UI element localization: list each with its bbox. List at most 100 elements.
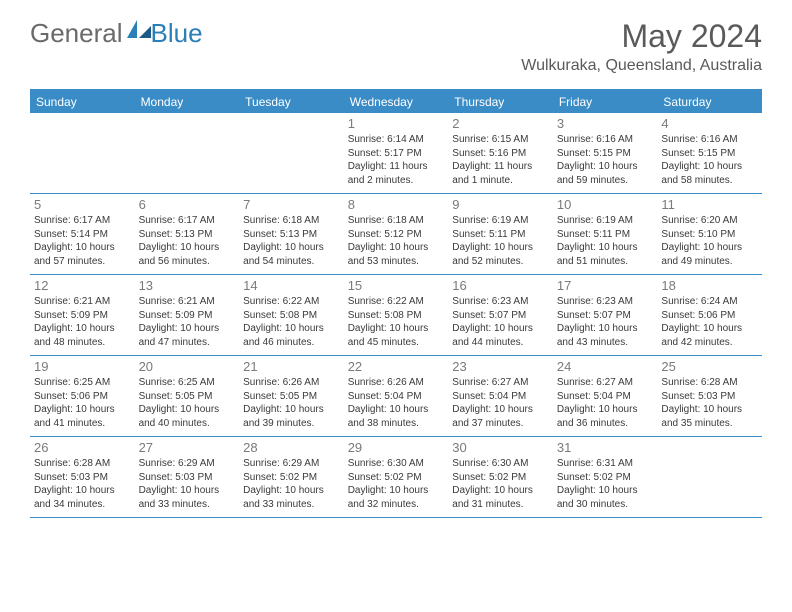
- day-info: Sunrise: 6:18 AMSunset: 5:12 PMDaylight:…: [348, 214, 445, 268]
- day-info: Sunrise: 6:18 AMSunset: 5:13 PMDaylight:…: [243, 214, 340, 268]
- day-number: 3: [557, 116, 654, 131]
- sunrise-text: Sunrise: 6:23 AM: [557, 295, 654, 309]
- daylight-text: Daylight: 10 hours and 46 minutes.: [243, 322, 340, 349]
- day-number: 8: [348, 197, 445, 212]
- daylight-text: Daylight: 10 hours and 41 minutes.: [34, 403, 131, 430]
- daylight-text: Daylight: 10 hours and 51 minutes.: [557, 241, 654, 268]
- sunrise-text: Sunrise: 6:16 AM: [557, 133, 654, 147]
- sunset-text: Sunset: 5:13 PM: [139, 228, 236, 242]
- daylight-text: Daylight: 10 hours and 59 minutes.: [557, 160, 654, 187]
- day-number: 28: [243, 440, 340, 455]
- logo-text-blue: Blue: [151, 18, 203, 49]
- day-header: Monday: [135, 91, 240, 113]
- day-info: Sunrise: 6:25 AMSunset: 5:05 PMDaylight:…: [139, 376, 236, 430]
- daylight-text: Daylight: 10 hours and 40 minutes.: [139, 403, 236, 430]
- daylight-text: Daylight: 10 hours and 38 minutes.: [348, 403, 445, 430]
- sunrise-text: Sunrise: 6:25 AM: [139, 376, 236, 390]
- day-header: Thursday: [448, 91, 553, 113]
- daylight-text: Daylight: 10 hours and 33 minutes.: [139, 484, 236, 511]
- sunset-text: Sunset: 5:04 PM: [557, 390, 654, 404]
- day-cell: 14Sunrise: 6:22 AMSunset: 5:08 PMDayligh…: [239, 275, 344, 355]
- sunrise-text: Sunrise: 6:20 AM: [661, 214, 758, 228]
- sunrise-text: Sunrise: 6:30 AM: [348, 457, 445, 471]
- daylight-text: Daylight: 10 hours and 34 minutes.: [34, 484, 131, 511]
- day-info: Sunrise: 6:28 AMSunset: 5:03 PMDaylight:…: [34, 457, 131, 511]
- day-info: Sunrise: 6:27 AMSunset: 5:04 PMDaylight:…: [452, 376, 549, 430]
- day-number: 17: [557, 278, 654, 293]
- logo-sail-icon: [127, 20, 151, 38]
- sunrise-text: Sunrise: 6:26 AM: [243, 376, 340, 390]
- day-info: Sunrise: 6:16 AMSunset: 5:15 PMDaylight:…: [661, 133, 758, 187]
- day-info: Sunrise: 6:15 AMSunset: 5:16 PMDaylight:…: [452, 133, 549, 187]
- month-title: May 2024: [521, 18, 762, 55]
- day-number: 20: [139, 359, 236, 374]
- day-cell: 26 Sunrise: 6:28 AMSunset: 5:03 PMDayligh…: [30, 437, 135, 517]
- sunset-text: Sunset: 5:09 PM: [139, 309, 236, 323]
- daylight-text: Daylight: 10 hours and 32 minutes.: [348, 484, 445, 511]
- sunset-text: Sunset: 5:02 PM: [243, 471, 340, 485]
- daylight-text: Daylight: 10 hours and 33 minutes.: [243, 484, 340, 511]
- daylight-text: Daylight: 10 hours and 54 minutes.: [243, 241, 340, 268]
- day-number: 1: [348, 116, 445, 131]
- day-info: Sunrise: 6:28 AMSunset: 5:03 PMDaylight:…: [661, 376, 758, 430]
- day-cell: 27 Sunrise: 6:29 AMSunset: 5:03 PMDayligh…: [135, 437, 240, 517]
- day-info: Sunrise: 6:17 AMSunset: 5:14 PMDaylight:…: [34, 214, 131, 268]
- day-info: Sunrise: 6:19 AMSunset: 5:11 PMDaylight:…: [557, 214, 654, 268]
- sunrise-text: Sunrise: 6:28 AM: [34, 457, 131, 471]
- day-number: 22: [348, 359, 445, 374]
- day-headers-row: SundayMondayTuesdayWednesdayThursdayFrid…: [30, 91, 762, 113]
- week-row: 5Sunrise: 6:17 AMSunset: 5:14 PMDaylight…: [30, 194, 762, 275]
- sunrise-text: Sunrise: 6:25 AM: [34, 376, 131, 390]
- day-number: 18: [661, 278, 758, 293]
- daylight-text: Daylight: 10 hours and 43 minutes.: [557, 322, 654, 349]
- logo-text-general: General: [30, 18, 123, 49]
- week-row: 19Sunrise: 6:25 AMSunset: 5:06 PMDayligh…: [30, 356, 762, 437]
- day-info: Sunrise: 6:23 AMSunset: 5:07 PMDaylight:…: [452, 295, 549, 349]
- sunset-text: Sunset: 5:06 PM: [34, 390, 131, 404]
- day-number: 10: [557, 197, 654, 212]
- day-number: 19: [34, 359, 131, 374]
- day-info: Sunrise: 6:14 AMSunset: 5:17 PMDaylight:…: [348, 133, 445, 187]
- day-number: 21: [243, 359, 340, 374]
- day-cell: 2Sunrise: 6:15 AMSunset: 5:16 PMDaylight…: [448, 113, 553, 193]
- sunrise-text: Sunrise: 6:23 AM: [452, 295, 549, 309]
- daylight-text: Daylight: 10 hours and 42 minutes.: [661, 322, 758, 349]
- sunset-text: Sunset: 5:09 PM: [34, 309, 131, 323]
- day-cell: 11Sunrise: 6:20 AMSunset: 5:10 PMDayligh…: [657, 194, 762, 274]
- day-info: Sunrise: 6:20 AMSunset: 5:10 PMDaylight:…: [661, 214, 758, 268]
- day-cell: 6Sunrise: 6:17 AMSunset: 5:13 PMDaylight…: [135, 194, 240, 274]
- day-cell: 24Sunrise: 6:27 AMSunset: 5:04 PMDayligh…: [553, 356, 658, 436]
- sunset-text: Sunset: 5:03 PM: [34, 471, 131, 485]
- day-number: 12: [34, 278, 131, 293]
- sunrise-text: Sunrise: 6:17 AM: [34, 214, 131, 228]
- day-cell: 13Sunrise: 6:21 AMSunset: 5:09 PMDayligh…: [135, 275, 240, 355]
- sunset-text: Sunset: 5:04 PM: [452, 390, 549, 404]
- day-cell: 23Sunrise: 6:27 AMSunset: 5:04 PMDayligh…: [448, 356, 553, 436]
- day-number: 26: [34, 440, 131, 455]
- sunset-text: Sunset: 5:03 PM: [139, 471, 236, 485]
- day-cell: 22Sunrise: 6:26 AMSunset: 5:04 PMDayligh…: [344, 356, 449, 436]
- day-info: Sunrise: 6:26 AMSunset: 5:05 PMDaylight:…: [243, 376, 340, 430]
- day-header: Saturday: [657, 91, 762, 113]
- day-info: Sunrise: 6:21 AMSunset: 5:09 PMDaylight:…: [139, 295, 236, 349]
- sunrise-text: Sunrise: 6:31 AM: [557, 457, 654, 471]
- sunrise-text: Sunrise: 6:27 AM: [452, 376, 549, 390]
- sunset-text: Sunset: 5:02 PM: [557, 471, 654, 485]
- day-info: Sunrise: 6:19 AMSunset: 5:11 PMDaylight:…: [452, 214, 549, 268]
- day-number: 27: [139, 440, 236, 455]
- day-info: Sunrise: 6:29 AMSunset: 5:03 PMDaylight:…: [139, 457, 236, 511]
- sunset-text: Sunset: 5:04 PM: [348, 390, 445, 404]
- calendar: SundayMondayTuesdayWednesdayThursdayFrid…: [30, 89, 762, 518]
- day-cell: 1 Sunrise: 6:14 AMSunset: 5:17 PMDaylight…: [344, 113, 449, 193]
- day-info: Sunrise: 6:30 AMSunset: 5:02 PMDaylight:…: [452, 457, 549, 511]
- day-info: Sunrise: 6:31 AMSunset: 5:02 PMDaylight:…: [557, 457, 654, 511]
- daylight-text: Daylight: 10 hours and 56 minutes.: [139, 241, 236, 268]
- sunset-text: Sunset: 5:15 PM: [661, 147, 758, 161]
- sunrise-text: Sunrise: 6:22 AM: [348, 295, 445, 309]
- sunset-text: Sunset: 5:15 PM: [557, 147, 654, 161]
- sunset-text: Sunset: 5:06 PM: [661, 309, 758, 323]
- daylight-text: Daylight: 10 hours and 30 minutes.: [557, 484, 654, 511]
- day-number: 9: [452, 197, 549, 212]
- sunrise-text: Sunrise: 6:18 AM: [348, 214, 445, 228]
- day-cell: 8 Sunrise: 6:18 AMSunset: 5:12 PMDaylight…: [344, 194, 449, 274]
